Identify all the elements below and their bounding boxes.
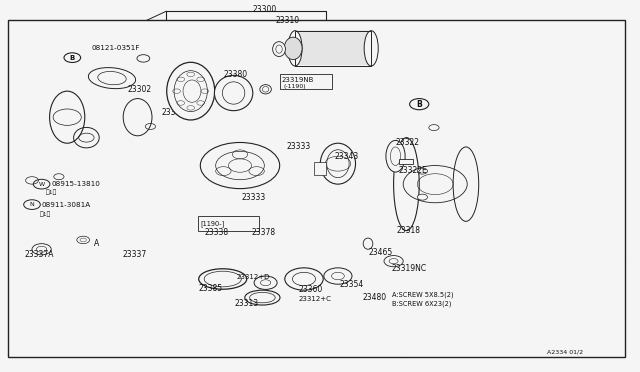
Text: 23319NC: 23319NC [392, 264, 427, 273]
Text: 23338: 23338 [205, 228, 229, 237]
Text: 23322E: 23322E [399, 166, 428, 174]
Text: 08121-0351F: 08121-0351F [92, 45, 140, 51]
Text: 08915-13810: 08915-13810 [51, 181, 100, 187]
Bar [406, 138, 467, 231]
Text: 23322: 23322 [396, 138, 420, 147]
Bar [399, 159, 413, 164]
Ellipse shape [214, 75, 253, 111]
Ellipse shape [364, 238, 372, 249]
Text: A2334 01/2: A2334 01/2 [547, 349, 583, 354]
Text: 23318: 23318 [396, 226, 420, 235]
Ellipse shape [394, 138, 419, 231]
Text: 23312+D: 23312+D [237, 274, 270, 280]
Bar [294, 30, 371, 65]
Text: 23380: 23380 [224, 70, 248, 79]
Text: 23337A: 23337A [24, 250, 54, 259]
Ellipse shape [321, 143, 356, 184]
Text: (-1190): (-1190) [284, 84, 306, 89]
Text: 23300: 23300 [253, 5, 277, 14]
Text: A:SCREW 5X8.5(2): A:SCREW 5X8.5(2) [392, 292, 453, 298]
Text: [1190-]: [1190-] [200, 221, 225, 227]
Text: A: A [94, 239, 99, 248]
Text: 23312+C: 23312+C [299, 296, 332, 302]
Text: 23465: 23465 [369, 248, 393, 257]
Text: 23313: 23313 [235, 299, 259, 308]
Text: 23337: 23337 [123, 250, 147, 259]
Text: 23343: 23343 [334, 152, 358, 161]
Text: 23333: 23333 [286, 142, 310, 151]
Ellipse shape [198, 269, 246, 289]
Bar [295, 31, 371, 66]
Text: 23378: 23378 [252, 228, 276, 237]
Bar [280, 74, 332, 89]
Text: B: B [70, 55, 75, 61]
Ellipse shape [453, 147, 479, 221]
Text: 23310: 23310 [275, 16, 300, 25]
Circle shape [200, 142, 280, 189]
Text: 23354: 23354 [339, 280, 364, 289]
Text: 23319NB: 23319NB [282, 77, 314, 83]
Text: N: N [29, 202, 35, 207]
Circle shape [384, 256, 403, 267]
Ellipse shape [288, 31, 302, 66]
Ellipse shape [364, 31, 378, 66]
Text: W: W [38, 182, 45, 187]
Circle shape [417, 194, 428, 200]
Text: 23333: 23333 [242, 193, 266, 202]
Ellipse shape [386, 141, 405, 172]
Circle shape [285, 268, 323, 290]
Circle shape [77, 236, 90, 244]
Circle shape [254, 276, 277, 289]
Circle shape [417, 168, 428, 174]
Text: 23300: 23300 [161, 108, 186, 117]
Ellipse shape [166, 62, 215, 120]
Text: B: B [417, 100, 422, 109]
Text: 〈1〉: 〈1〉 [46, 190, 58, 196]
Circle shape [324, 268, 352, 284]
Text: 23360: 23360 [299, 285, 323, 294]
Text: 〈1〉: 〈1〉 [40, 211, 51, 217]
Text: 08911-3081A: 08911-3081A [42, 202, 91, 208]
Text: 23480: 23480 [363, 293, 387, 302]
Text: 23302: 23302 [128, 85, 152, 94]
Text: B:SCREW 6X23(2): B:SCREW 6X23(2) [392, 301, 451, 307]
Ellipse shape [244, 290, 280, 305]
Ellipse shape [273, 42, 285, 57]
Circle shape [32, 244, 51, 255]
Ellipse shape [284, 37, 302, 60]
Bar [314, 162, 326, 175]
Text: 23385: 23385 [198, 284, 223, 293]
Bar [198, 216, 259, 231]
